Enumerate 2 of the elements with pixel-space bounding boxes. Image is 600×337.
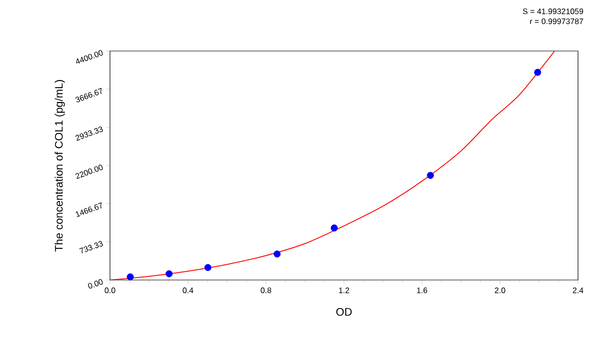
y-axis-title: The concentration of COL1 (pg/mL) [54, 80, 65, 252]
x-axis-title: OD [336, 308, 352, 316]
